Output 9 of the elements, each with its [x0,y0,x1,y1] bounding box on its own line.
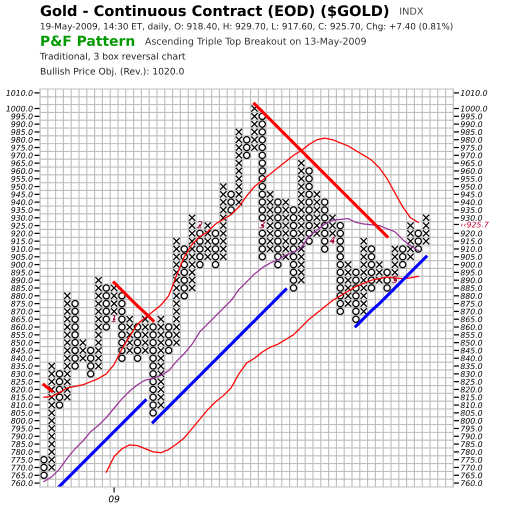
text: Traditional, 3 box reversal chart [40,52,186,61]
x-tick-label: 09 [108,495,120,502]
text: Ascending Triple Top Breakout on 13-May-2009 [145,37,366,47]
chart-subtitle: 19-May-2009, 14:30 ET, daily, O: 918.40, H: 929.70, L: 917.60, C: 925.70, Chg: +7.40 (0.81%) [40,22,453,32]
chart-title: Gold - Continuous Contract (EOD) ($GOLD) [40,4,388,18]
series-label: 3 [259,221,265,228]
text: P&F Pattern [41,36,134,46]
text: INDX [400,8,424,15]
text: Bullish Price Obj. (Rev.): 1020.0 [40,68,184,76]
